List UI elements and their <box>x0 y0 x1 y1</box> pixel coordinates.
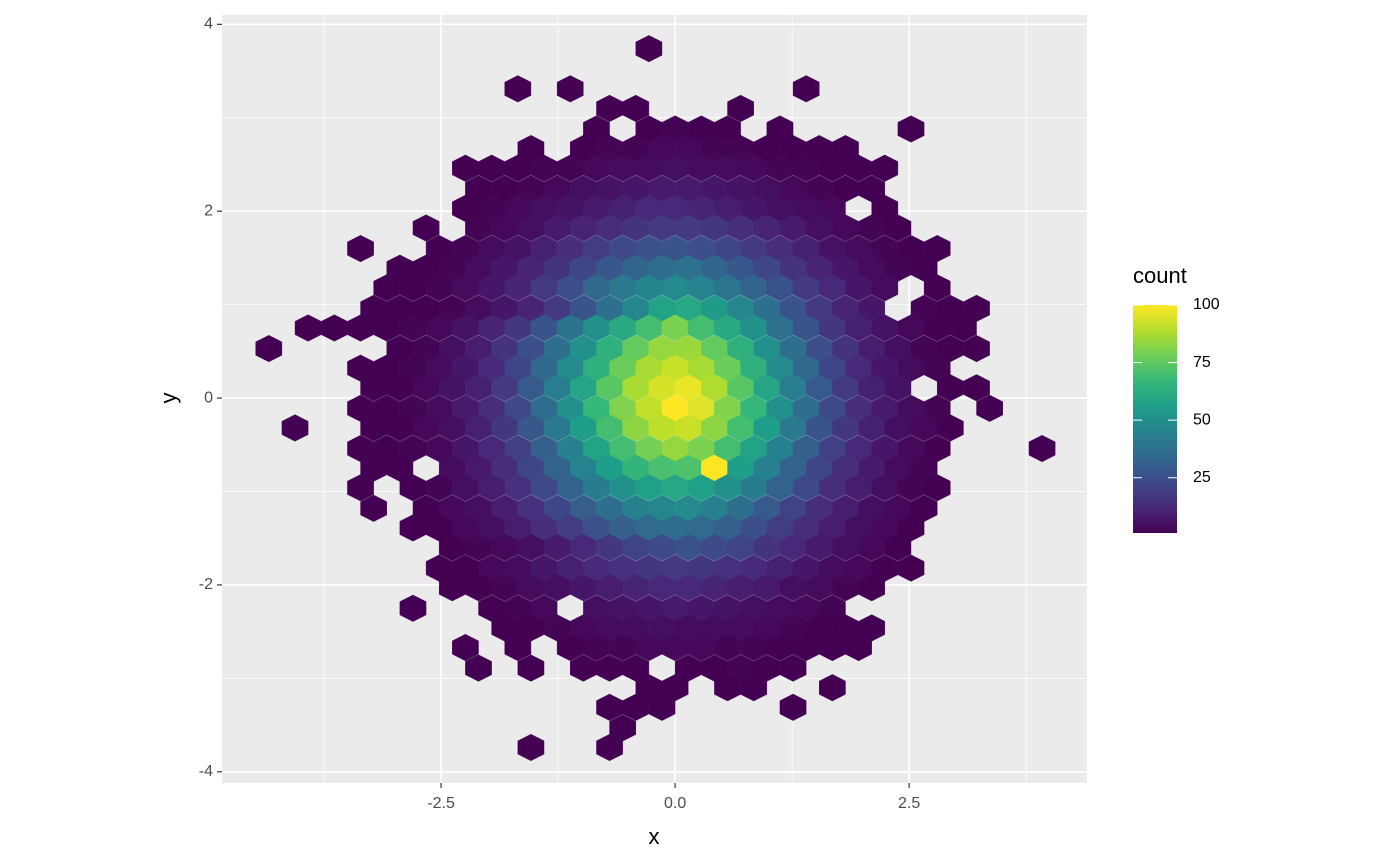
x-axis-title: x <box>649 824 660 849</box>
hex <box>504 634 532 662</box>
hexes <box>255 35 1056 762</box>
colorbar-label: 50 <box>1193 411 1211 428</box>
hex <box>792 75 820 103</box>
colorbar-label: 75 <box>1193 354 1211 371</box>
hex <box>517 654 545 682</box>
hex <box>347 474 374 502</box>
hex <box>779 693 807 721</box>
y-axis-title: y <box>156 393 181 404</box>
hex <box>648 693 676 721</box>
hex <box>871 154 899 182</box>
x-tick-label: 2.5 <box>898 795 920 812</box>
y-tick-label: 0 <box>204 389 213 406</box>
hex <box>504 75 532 103</box>
hex <box>347 235 374 263</box>
axes: -2.5 0.0 2.5 -4 -2 0 2 4 <box>199 16 921 813</box>
y-tick-label: 2 <box>204 202 213 219</box>
hex <box>596 733 623 762</box>
hex <box>556 75 584 103</box>
hex <box>465 654 492 682</box>
x-tick-label: 0.0 <box>664 795 686 812</box>
hex <box>622 94 650 122</box>
hex <box>845 634 872 662</box>
hex <box>884 214 912 242</box>
x-tick-label: -2.5 <box>427 795 455 812</box>
hex <box>779 654 807 682</box>
hex <box>937 414 964 442</box>
hex <box>517 733 545 762</box>
hex <box>950 314 977 342</box>
hex <box>255 335 283 363</box>
hex <box>452 634 479 662</box>
colorbar-label: 100 <box>1193 296 1220 313</box>
hex <box>871 274 899 302</box>
y-tick-label: -4 <box>199 763 213 780</box>
hex <box>884 534 912 562</box>
hex <box>963 374 990 402</box>
hex <box>858 574 885 602</box>
hex <box>1028 434 1056 463</box>
y-tick-label: 4 <box>204 16 213 33</box>
legend: 25 50 75 100 <box>1133 296 1220 533</box>
hex <box>897 554 925 582</box>
hex <box>412 214 440 242</box>
hex <box>399 594 427 622</box>
colorbar <box>1133 305 1177 533</box>
hex <box>923 274 951 302</box>
y-tick-label: -2 <box>199 576 213 593</box>
hex <box>923 474 951 502</box>
hex <box>727 94 754 122</box>
hex <box>897 115 925 143</box>
hex <box>635 35 663 63</box>
hex <box>281 414 309 442</box>
legend-title: count <box>1133 263 1187 288</box>
hex <box>360 494 387 522</box>
hex <box>976 394 1003 422</box>
hex <box>740 674 768 702</box>
hex <box>963 335 990 363</box>
hex <box>884 374 912 402</box>
hex <box>819 674 846 702</box>
colorbar-label: 25 <box>1193 469 1211 486</box>
